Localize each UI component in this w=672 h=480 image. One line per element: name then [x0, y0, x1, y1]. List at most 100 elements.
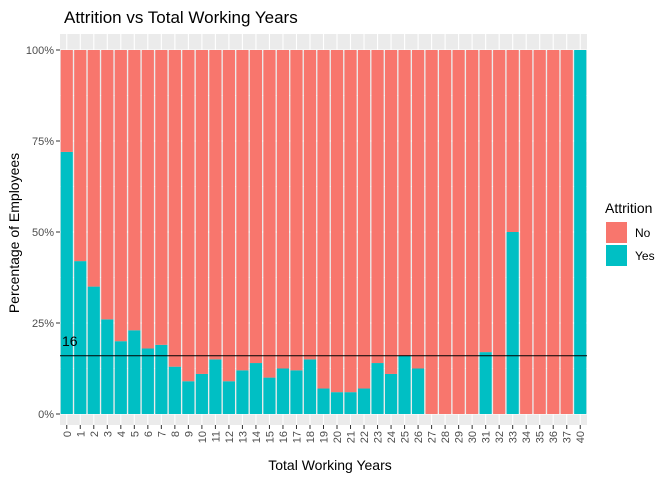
bar-no-35	[533, 50, 546, 414]
bar-yes-2	[87, 286, 100, 414]
bar-yes-1	[74, 261, 87, 414]
x-tick-label: 40	[575, 431, 587, 443]
x-tick-label: 9	[183, 431, 195, 437]
bar-no-10	[195, 50, 208, 374]
legend-key-no	[606, 222, 627, 243]
y-tick-label: 75%	[32, 136, 54, 148]
x-tick-label: 31	[481, 431, 493, 443]
x-tick-label: 21	[346, 431, 358, 443]
bar-no-26	[412, 50, 425, 369]
bar-yes-8	[168, 366, 181, 414]
bar-no-11	[209, 50, 222, 360]
x-tick-label: 10	[197, 431, 209, 443]
bar-yes-15	[263, 377, 276, 414]
bar-no-33	[506, 50, 519, 232]
bar-no-22	[357, 50, 371, 389]
bar-yes-31	[479, 352, 492, 414]
bar-yes-26	[412, 368, 425, 414]
x-tick-label: 25	[400, 431, 412, 443]
bar-yes-13	[236, 370, 249, 414]
bar-no-31	[479, 50, 492, 353]
x-tick-label: 5	[129, 431, 141, 437]
x-tick-label: 12	[224, 431, 236, 443]
y-tick-label: 100%	[26, 45, 54, 57]
x-tick-label: 29	[454, 431, 466, 443]
bar-no-6	[141, 50, 154, 349]
x-tick-label: 20	[332, 431, 344, 443]
bar-no-29	[452, 50, 465, 414]
bar-yes-4	[114, 341, 127, 414]
x-tick-label: 8	[170, 431, 182, 437]
x-tick-label: 33	[508, 431, 520, 443]
bar-no-36	[547, 50, 560, 414]
bar-no-5	[128, 50, 141, 331]
bar-no-20	[330, 50, 344, 393]
x-tick-label: 16	[278, 431, 290, 443]
legend: Attrition No Yes	[605, 200, 655, 266]
bar-no-21	[344, 50, 357, 393]
legend-label-yes: Yes	[635, 249, 655, 263]
bar-yes-20	[330, 392, 344, 414]
x-tick-label: 0	[62, 431, 74, 437]
bar-no-30	[466, 50, 479, 414]
bar-yes-17	[290, 370, 303, 414]
bar-no-37	[560, 50, 573, 414]
bar-yes-33	[506, 232, 519, 414]
bar-no-18	[303, 50, 317, 360]
reference-line-label: 16	[62, 333, 78, 349]
bar-yes-6	[141, 348, 154, 414]
bar-yes-9	[182, 381, 195, 414]
bar-yes-12	[222, 381, 235, 414]
x-tick-label: 35	[535, 431, 547, 443]
bar-no-17	[290, 50, 303, 371]
bar-no-25	[398, 50, 411, 356]
bar-yes-25	[398, 355, 411, 414]
x-tick-label: 11	[210, 431, 222, 442]
bar-no-15	[263, 50, 276, 378]
bar-no-19	[317, 50, 330, 389]
x-tick-label: 22	[359, 431, 371, 443]
bar-no-8	[168, 50, 181, 367]
y-tick-label: 25%	[32, 318, 54, 330]
x-tick-label: 26	[413, 431, 425, 443]
x-tick-label: 14	[251, 431, 263, 443]
x-tick-label: 18	[305, 431, 317, 443]
bar-yes-7	[155, 344, 168, 414]
y-axis: 0% 25% 50% 75% 100%	[26, 45, 60, 421]
y-tick-label: 50%	[32, 227, 54, 239]
x-tick-label: 28	[440, 431, 452, 443]
y-axis-title: Percentage of Employees	[6, 153, 22, 313]
x-tick-label: 1	[75, 431, 87, 437]
bar-no-14	[249, 50, 263, 364]
bar-no-16	[276, 50, 290, 369]
x-tick-label: 32	[494, 431, 506, 443]
bar-no-9	[182, 50, 195, 382]
bar-yes-14	[249, 363, 263, 414]
x-tick-label: 30	[467, 431, 479, 443]
bar-no-27	[425, 50, 438, 414]
bar-yes-24	[384, 373, 398, 414]
bar-no-2	[87, 50, 100, 287]
x-tick-label: 7	[156, 431, 168, 437]
legend-key-yes	[606, 245, 627, 266]
bar-yes-5	[128, 330, 141, 414]
bar-yes-16	[276, 368, 290, 414]
x-axis: 0 1 2 3 4 5 6 7 8 9 10 11 12 13 14 15 16 17 18 19 20 21 22 23 24…	[62, 425, 587, 443]
bar-no-13	[236, 50, 249, 371]
bar-yes-3	[101, 319, 114, 414]
chart-title: Attrition vs Total Working Years	[64, 8, 298, 27]
bar-yes-11	[209, 359, 222, 414]
bar-yes-0	[60, 151, 73, 415]
bars	[60, 50, 587, 415]
x-tick-label: 19	[319, 431, 331, 443]
reference-line-group: 16	[60, 333, 587, 357]
x-tick-label: 2	[89, 431, 101, 437]
legend-title: Attrition	[605, 200, 652, 216]
bar-no-34	[520, 50, 533, 414]
bar-no-23	[371, 50, 384, 364]
x-tick-label: 27	[427, 431, 439, 443]
bar-no-32	[493, 50, 506, 414]
bar-no-28	[439, 50, 452, 414]
bar-no-1	[74, 50, 87, 262]
